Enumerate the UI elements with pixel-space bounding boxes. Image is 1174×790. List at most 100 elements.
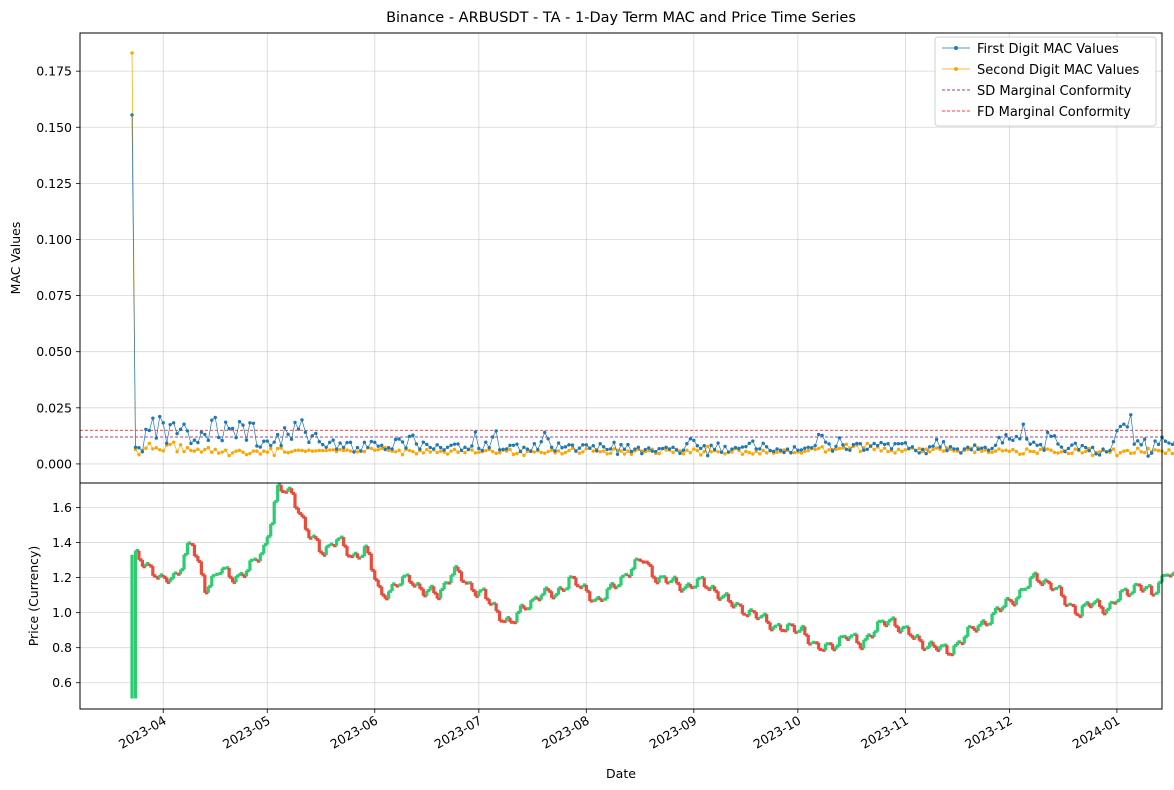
mac-data-point bbox=[733, 445, 738, 450]
mac-data-point bbox=[251, 421, 256, 425]
mac-data-point bbox=[577, 446, 582, 450]
mac-data-point bbox=[681, 448, 686, 452]
mac-data-point bbox=[501, 447, 505, 452]
mac-data-point bbox=[171, 440, 176, 444]
mac-data-point bbox=[133, 445, 138, 450]
mac-data-point bbox=[386, 448, 391, 453]
mac-data-point bbox=[532, 442, 536, 446]
mac-data-point bbox=[352, 450, 356, 454]
mac-data-point bbox=[470, 444, 474, 448]
mac-data-point bbox=[244, 453, 249, 457]
mac-data-point bbox=[1063, 449, 1067, 454]
mac-data-point bbox=[397, 437, 401, 441]
mac-data-point bbox=[438, 449, 443, 453]
mac-data-point bbox=[279, 446, 283, 450]
mac-data-point bbox=[321, 442, 325, 447]
mac-data-point bbox=[792, 451, 797, 455]
mac-data-point bbox=[255, 444, 259, 448]
mac-data-point bbox=[1018, 437, 1022, 441]
mac-y-axis-label: MAC Values bbox=[8, 222, 23, 295]
mac-data-point bbox=[823, 450, 828, 454]
mac-data-point bbox=[903, 448, 908, 452]
mac-y-tick-label: 0.175 bbox=[36, 64, 72, 79]
mac-data-point bbox=[716, 441, 720, 445]
mac-data-point bbox=[210, 450, 214, 454]
mac-data-point bbox=[647, 446, 651, 450]
mac-data-point bbox=[990, 450, 994, 454]
mac-data-point bbox=[820, 445, 824, 449]
mac-data-point bbox=[706, 444, 710, 449]
mac-data-point bbox=[511, 452, 516, 457]
mac-data-point bbox=[796, 448, 800, 452]
mac-data-point bbox=[761, 448, 765, 453]
mac-data-point bbox=[227, 453, 231, 458]
mac-data-point bbox=[293, 420, 297, 425]
mac-data-point bbox=[310, 449, 315, 453]
mac-data-point bbox=[1070, 451, 1074, 456]
mac-data-point bbox=[799, 448, 804, 452]
mac-data-point bbox=[730, 450, 734, 454]
mac-data-point bbox=[522, 453, 526, 458]
mac-data-point bbox=[1038, 447, 1043, 452]
mac-data-point bbox=[570, 443, 575, 447]
mac-data-point bbox=[598, 450, 602, 454]
mac-data-point bbox=[265, 439, 269, 443]
mac-data-point bbox=[480, 448, 484, 453]
mac-data-point bbox=[837, 446, 842, 451]
mac-data-point bbox=[137, 453, 141, 457]
mac-data-point bbox=[477, 446, 481, 451]
mac-data-point bbox=[383, 447, 387, 452]
mac-data-point bbox=[917, 451, 921, 455]
mac-data-point bbox=[414, 442, 419, 446]
mac-data-point bbox=[719, 450, 724, 454]
mac-data-point bbox=[182, 449, 186, 454]
mac-data-point bbox=[1097, 450, 1102, 454]
mac-data-point bbox=[1111, 440, 1116, 444]
mac-data-point bbox=[837, 436, 842, 440]
mac-data-point bbox=[1038, 442, 1043, 447]
mac-data-point bbox=[1000, 441, 1005, 445]
mac-data-point bbox=[414, 452, 419, 456]
mac-data-point bbox=[1007, 449, 1012, 454]
mac-data-point bbox=[282, 450, 287, 454]
mac-data-point bbox=[879, 440, 883, 445]
mac-data-point bbox=[518, 449, 523, 454]
mac-data-point bbox=[1073, 441, 1078, 445]
mac-data-point bbox=[1146, 454, 1150, 458]
mac-data-point bbox=[1080, 443, 1084, 448]
mac-data-point bbox=[806, 448, 810, 453]
mac-data-point bbox=[206, 446, 211, 450]
mac-data-point bbox=[858, 449, 862, 454]
mac-y-tick-label: 0.075 bbox=[36, 288, 72, 303]
mac-data-point bbox=[563, 445, 568, 449]
mac-data-point bbox=[820, 433, 824, 438]
mac-data-point bbox=[380, 443, 384, 447]
mac-data-point bbox=[844, 447, 849, 452]
legend: First Digit MAC Values Second Digit MAC … bbox=[934, 36, 1157, 127]
price-y-tick-label: 1.0 bbox=[52, 605, 72, 620]
mac-data-point bbox=[307, 440, 311, 445]
price-y-tick-label: 1.2 bbox=[52, 570, 72, 585]
mac-data-point bbox=[199, 450, 204, 454]
mac-data-point bbox=[296, 448, 301, 452]
mac-data-point bbox=[1052, 434, 1057, 438]
mac-data-point bbox=[778, 448, 783, 452]
mac-data-point bbox=[1163, 439, 1168, 443]
mac-data-point bbox=[601, 445, 606, 449]
mac-data-point bbox=[390, 447, 394, 451]
mac-data-point bbox=[591, 444, 595, 448]
mac-data-point bbox=[608, 447, 613, 451]
mac-data-point bbox=[484, 448, 488, 453]
mac-data-point bbox=[213, 415, 217, 420]
mac-data-point bbox=[189, 441, 193, 446]
mac-data-point bbox=[834, 444, 838, 449]
mac-data-point bbox=[803, 446, 807, 450]
mac-data-point bbox=[1163, 451, 1168, 456]
mac-data-point bbox=[744, 444, 748, 449]
mac-data-point bbox=[917, 446, 921, 451]
mac-data-point bbox=[553, 449, 557, 453]
mac-data-point bbox=[671, 450, 675, 455]
mac-data-point bbox=[872, 441, 876, 446]
mac-data-point bbox=[997, 435, 1001, 440]
mac-data-point bbox=[1115, 429, 1119, 433]
